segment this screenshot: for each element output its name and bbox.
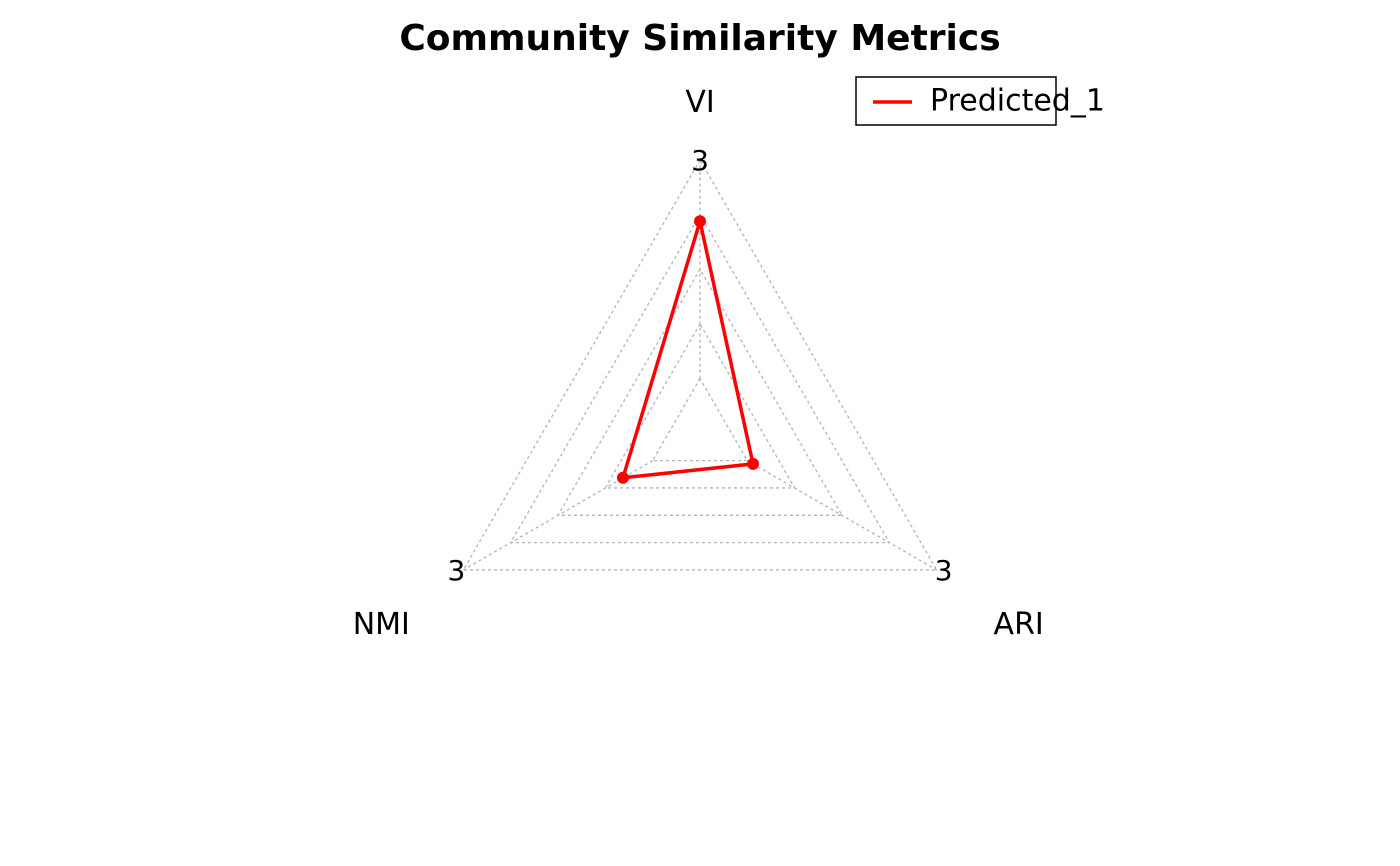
axis-label: NMI (353, 607, 410, 642)
legend-label: Predicted_1 (930, 84, 1105, 119)
data-point (694, 215, 706, 228)
axis-max-label: 3 (691, 144, 709, 177)
data-point (747, 457, 760, 470)
legend-box (855, 76, 1057, 126)
chart-title: Community Similarity Metrics (399, 18, 1000, 59)
series-line (620, 214, 756, 480)
axis-max-label: 3 (935, 554, 953, 587)
grid-line (462, 158, 938, 571)
axis-label: ARI (994, 607, 1044, 642)
grid-line (651, 377, 749, 462)
data-point (616, 471, 629, 484)
grid-line (604, 322, 796, 489)
grid-line (556, 268, 844, 516)
axis-label: VI (685, 85, 714, 120)
axis-line (747, 460, 938, 571)
axis-max-label: 3 (447, 554, 465, 587)
